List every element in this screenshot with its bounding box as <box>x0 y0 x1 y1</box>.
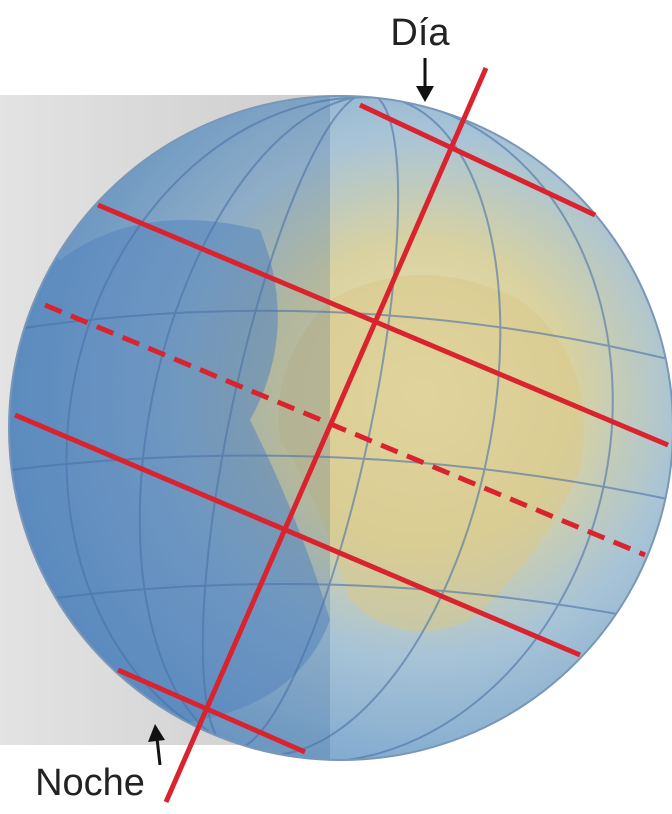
antarctic-circle <box>116 667 307 755</box>
night-label: Noche <box>35 762 145 804</box>
day-label: Día <box>390 12 450 54</box>
axis <box>163 67 489 803</box>
arctic-circle <box>358 102 597 218</box>
night-arrow-head <box>148 724 165 742</box>
tropic-cancer <box>97 202 669 448</box>
night-arrow <box>155 737 162 766</box>
day-arrow-head <box>416 86 434 102</box>
tropic-capricorn <box>14 412 581 658</box>
arrows <box>148 58 434 766</box>
red-lines <box>14 67 669 803</box>
globe-outline <box>8 95 672 761</box>
equator <box>44 302 646 558</box>
